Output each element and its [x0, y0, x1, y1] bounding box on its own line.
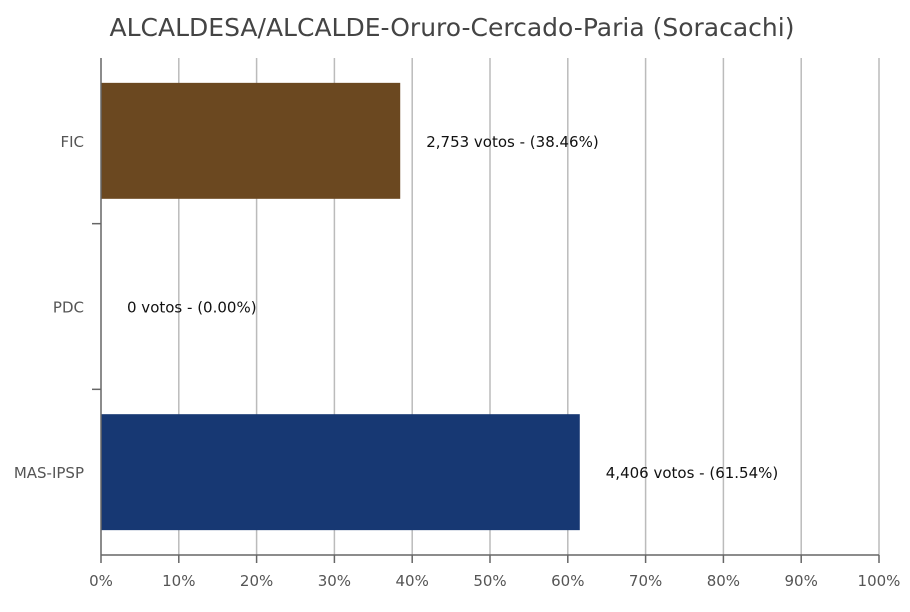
x-tick-label: 40% [396, 572, 429, 590]
y-tick-label: MAS-IPSP [14, 464, 84, 482]
chart-title: ALCALDESA/ALCALDE-Oruro-Cercado-Paria (S… [110, 13, 795, 42]
y-tick-label: FIC [60, 133, 84, 151]
x-tick-label: 70% [629, 572, 662, 590]
x-tick-label: 100% [858, 572, 901, 590]
x-tick-label: 60% [551, 572, 584, 590]
x-tick-label: 90% [785, 572, 818, 590]
x-tick-label: 10% [162, 572, 195, 590]
x-tick-label: 30% [318, 572, 351, 590]
bar-mas-ipsp [101, 414, 580, 531]
data-label: 0 votos - (0.00%) [127, 299, 257, 317]
x-tick-label: 50% [473, 572, 506, 590]
x-tick-label: 0% [89, 572, 113, 590]
data-label: 2,753 votos - (38.46%) [426, 133, 599, 151]
x-tick-label: 80% [707, 572, 740, 590]
data-label: 4,406 votos - (61.54%) [606, 464, 779, 482]
y-tick-label: PDC [53, 299, 84, 317]
x-tick-label: 20% [240, 572, 273, 590]
bar-fic [101, 82, 401, 199]
